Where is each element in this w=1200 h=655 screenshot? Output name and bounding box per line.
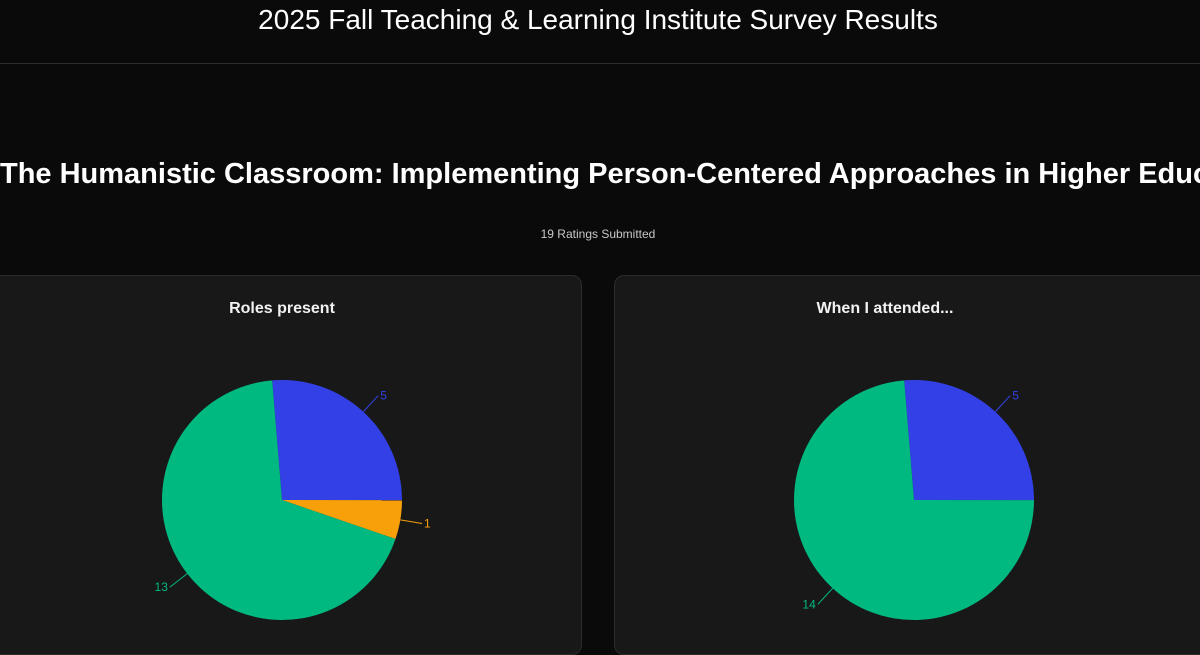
pie-slice: [794, 380, 1034, 620]
pie-chart-attended: 5 14: [794, 380, 1034, 620]
pie-leader-line: [400, 519, 423, 524]
chart-title-attended: When I attended...: [816, 300, 954, 317]
pie-charts: 5 1 13 5 14: [155, 380, 1034, 621]
pie-slice: [282, 500, 402, 540]
pie-leader-line: [994, 395, 1011, 413]
chart-title-roles: Roles present: [229, 300, 335, 317]
pie-slice: [272, 380, 402, 501]
pie-data-label: 13: [155, 580, 169, 594]
pie-data-label: 14: [802, 597, 816, 611]
pie-slice: [904, 380, 1034, 501]
pie-chart-roles: 5 1 13: [155, 380, 431, 621]
top-bar: 2025 Fall Teaching & Learning Institute …: [0, 0, 1200, 64]
pie-leader-line: [362, 395, 379, 413]
pie-data-label: 1: [424, 516, 431, 530]
pie-slice: [162, 380, 396, 621]
pie-leader-line: [817, 587, 834, 605]
ratings-count: 19 Ratings Submitted: [540, 227, 656, 241]
session-title-container: The Humanistic Classroom: Implementing P…: [0, 150, 1200, 206]
pie-data-label: 5: [1012, 389, 1019, 403]
session-title: The Humanistic Classroom: Implementing P…: [0, 158, 1200, 190]
pie-leader-line: [169, 573, 188, 588]
pie-data-label: 5: [380, 389, 387, 403]
page-title: 2025 Fall Teaching & Learning Institute …: [258, 4, 938, 35]
